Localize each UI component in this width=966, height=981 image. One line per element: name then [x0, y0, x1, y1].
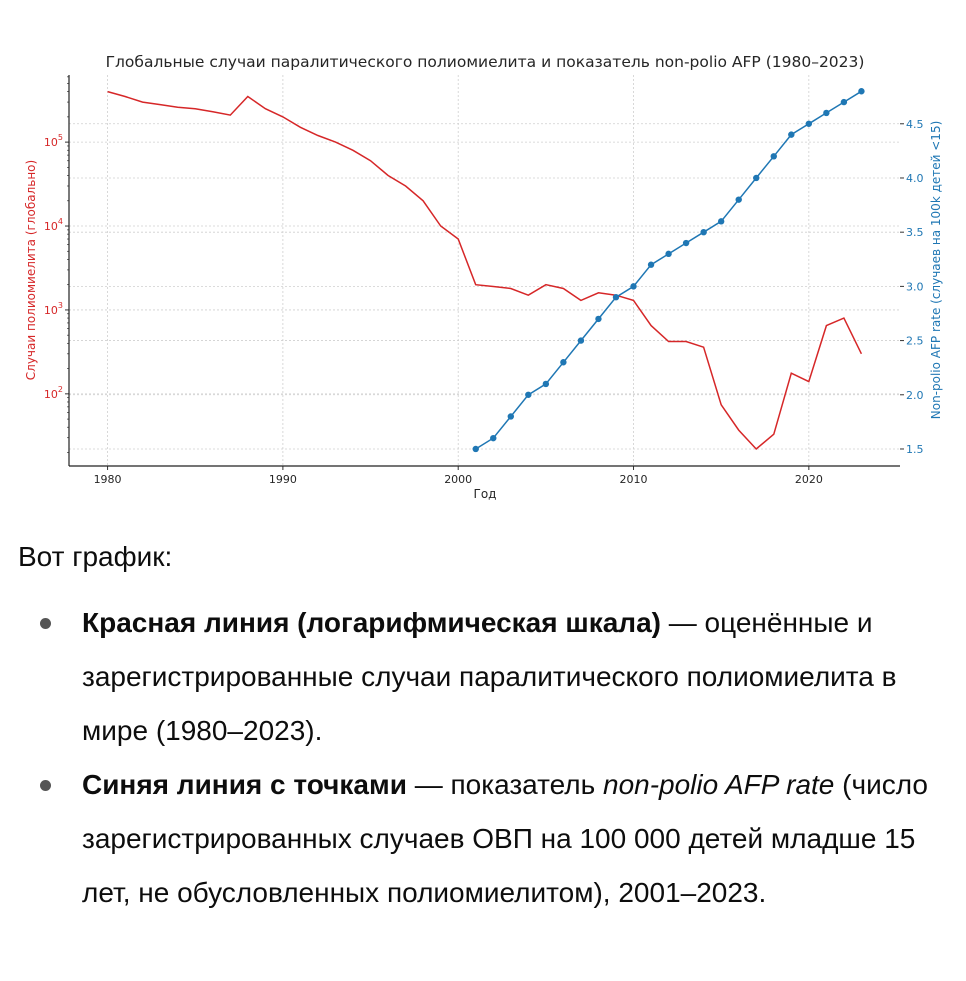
x-tick-label: 2010	[620, 473, 648, 486]
bullet-text: (число зарегистрированных случаев ОВП на…	[82, 769, 928, 908]
afp-rate-point	[717, 218, 725, 225]
bullet-text: — показатель	[406, 769, 603, 800]
bullet-bold: Синяя линия с точками	[82, 769, 407, 800]
list-item: Красная линия (логарифмическая шкала) — …	[18, 596, 958, 758]
afp-rate-point	[805, 120, 813, 127]
right-tick-label: 2.0	[906, 389, 924, 402]
afp-rate-point	[577, 337, 585, 344]
afp-rate-point	[647, 261, 655, 268]
right-tick-label: 3.5	[906, 226, 924, 239]
right-axis-label: Non-polio AFP rate (случаев на 100k дете…	[929, 121, 943, 420]
bullet-italic: non-polio AFP rate	[603, 769, 835, 800]
polio-afp-chart: Глобальные случаи паралитического полиом…	[24, 53, 943, 501]
afp-rate-point	[630, 283, 637, 290]
afp-rate-point	[542, 380, 550, 388]
assistant-message: Вот график: Красная линия (логарифмическ…	[18, 530, 958, 920]
chart-title: Глобальные случаи паралитического полиом…	[106, 53, 865, 71]
afp-rate-point	[525, 391, 532, 398]
bullet-text: — оценённые и зарегистрированные случаи …	[82, 607, 897, 746]
afp-rate-point	[735, 196, 742, 203]
afp-rate-point	[840, 98, 848, 106]
grid-lines	[69, 75, 900, 466]
afp-rate-point	[753, 174, 760, 182]
right-tick-label: 3.0	[906, 280, 924, 293]
right-tick-label: 4.5	[906, 118, 924, 131]
afp-rate-point	[612, 294, 620, 301]
x-axis-label: Год	[474, 487, 497, 501]
polio-cases-line	[107, 90, 863, 451]
chart-marks	[107, 88, 865, 453]
afp-rate-point	[858, 88, 865, 95]
left-tick-label: 103	[44, 301, 63, 317]
afp-rate-point	[507, 413, 514, 420]
x-tick-label: 1980	[94, 473, 122, 486]
afp-rate-point	[823, 109, 830, 117]
left-tick-label: 102	[44, 385, 63, 401]
afp-rate-point	[472, 445, 479, 453]
left-axis-label: Случаи полиомиелита (глобально)	[24, 160, 38, 380]
afp-rate-point	[665, 250, 672, 258]
x-tick-label: 1990	[269, 473, 297, 486]
afp-rate-point	[770, 153, 777, 160]
bullet-bold: Красная линия (логарифмическая шкала)	[82, 607, 661, 638]
afp-rate-line	[475, 90, 862, 450]
bullet-icon	[40, 780, 51, 791]
right-tick-label: 2.5	[906, 335, 924, 348]
right-tick-label: 4.0	[906, 172, 924, 185]
right-tick-label: 1.5	[906, 443, 924, 456]
afp-rate-point	[788, 131, 795, 138]
intro-text: Вот график:	[18, 541, 173, 572]
left-tick-label: 104	[44, 217, 63, 233]
list-item: Синяя линия с точками — показатель non-p…	[18, 758, 958, 920]
bullet-list: Красная линия (логарифмическая шкала) — …	[18, 596, 958, 920]
x-tick-label: 2020	[795, 473, 823, 486]
afp-rate-point	[560, 359, 567, 366]
bullet-icon	[40, 618, 51, 629]
afp-rate-point	[490, 434, 497, 442]
left-tick-label: 105	[44, 133, 63, 149]
afp-rate-point	[595, 315, 602, 323]
afp-rate-point	[700, 228, 707, 236]
afp-rate-point	[682, 239, 690, 247]
x-tick-label: 2000	[444, 473, 472, 486]
